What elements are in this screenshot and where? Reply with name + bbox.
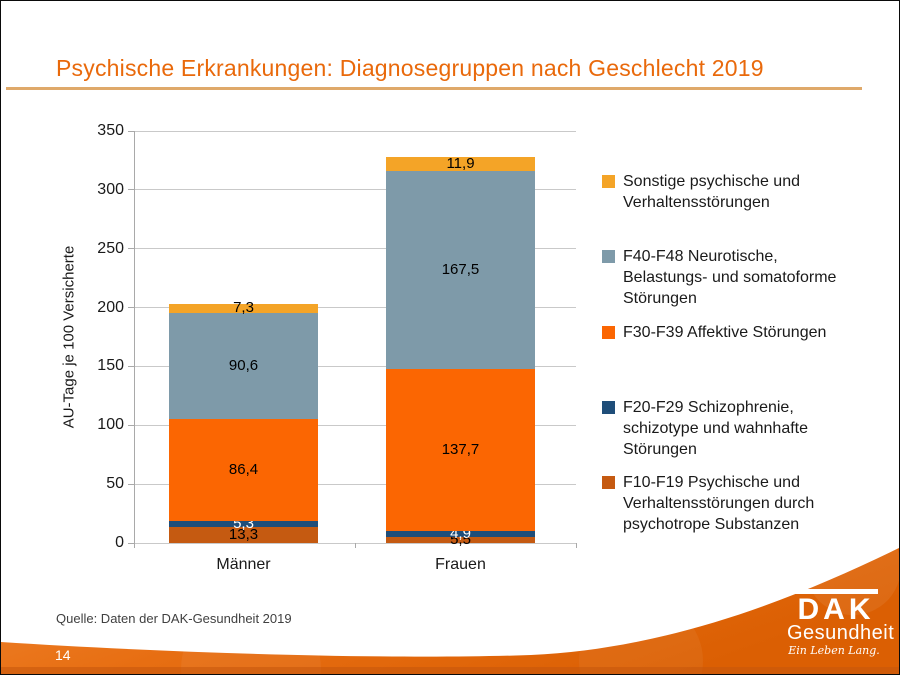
bar-segment — [169, 304, 318, 313]
bar-segment — [169, 312, 318, 420]
bar-segment-value-label: 11,9 — [446, 155, 475, 173]
bar-segment — [386, 530, 535, 537]
y-axis-tick — [128, 424, 134, 426]
bar-segment-value-label: 86,4 — [228, 461, 259, 479]
swoosh-highlight-circle — [181, 599, 321, 674]
y-axis-tick-label: 100 — [97, 416, 124, 434]
legend-swatch — [602, 175, 615, 188]
gridline — [134, 189, 576, 191]
legend-item: Sonstige psychische und Verhaltensstörung… — [602, 171, 800, 213]
x-axis-category-label: Männer — [216, 556, 271, 573]
legend-item: F30-F39 Affektive Störungen — [602, 322, 826, 343]
gridline — [134, 483, 576, 485]
legend-item: F40-F48 Neurotische, Belastungs- und soma… — [602, 246, 836, 309]
y-axis-tick-label: 300 — [97, 180, 124, 198]
source-note: Quelle: Daten der DAK-Gesundheit 2019 — [56, 611, 292, 626]
dak-logo: DAK Gesundheit Ein Leben Lang. — [787, 589, 895, 657]
legend-label: F40-F48 Neurotische, Belastungs- und soma… — [623, 248, 837, 308]
gridline — [134, 307, 576, 309]
y-axis-tick-label: 0 — [115, 534, 124, 551]
bar-segment-value-label: 137,7 — [441, 440, 480, 458]
legend-item: F10-F19 Psychische und Verhaltensstörunge… — [602, 472, 814, 535]
bar-segment — [169, 527, 318, 543]
legend-swatch — [602, 400, 615, 414]
gridline — [134, 130, 576, 132]
y-axis-tick — [128, 307, 134, 309]
page-title: Psychische Erkrankungen: Diagnosegruppen… — [56, 55, 764, 81]
swoosh-shape — [1, 547, 899, 674]
y-axis-line — [133, 131, 135, 543]
legend-swatch — [602, 325, 615, 339]
swoosh-bottom-strip — [1, 667, 899, 674]
gridline — [134, 424, 576, 426]
swoosh-highlight-circle — [579, 599, 703, 674]
y-axis-tick — [128, 130, 134, 132]
x-axis-tick — [133, 543, 135, 548]
y-axis-tick — [128, 365, 134, 367]
bar-segment-value-label: 7,3 — [233, 299, 254, 317]
y-axis-tick — [128, 248, 134, 250]
x-axis-category-label: Frauen — [435, 556, 486, 573]
gridline — [134, 248, 576, 250]
chart-legend: Sonstige psychische und Verhaltensstörung… — [602, 171, 894, 561]
bar-segment — [386, 368, 535, 531]
y-axis-tick-label: 150 — [97, 357, 124, 375]
legend-label: F20-F29 Schizophrenie, schizotype und wah… — [623, 398, 809, 458]
legend-swatch — [602, 250, 615, 264]
y-axis-tick-label: 350 — [97, 122, 124, 139]
bar-segment-value-label: 13,3 — [228, 526, 259, 544]
logo-tagline: Ein Leben Lang. — [788, 644, 880, 657]
title-divider — [6, 87, 862, 90]
y-axis-tick-label: 250 — [97, 239, 124, 257]
logo-top-bar — [790, 589, 878, 594]
y-axis-tick — [128, 189, 134, 191]
x-axis-tick — [354, 543, 356, 548]
gridline — [134, 365, 576, 367]
bar-segment — [386, 157, 535, 172]
legend-item: F20-F29 Schizophrenie, schizotype und wah… — [602, 397, 808, 460]
footer-swoosh-graphic — [1, 547, 899, 674]
legend-swatch — [602, 476, 615, 490]
logo-brand-text: DAK — [797, 593, 875, 626]
legend-label: Sonstige psychische und Verhaltensstörung… — [623, 173, 800, 211]
bar-segment — [169, 419, 318, 522]
legend-label: F10-F19 Psychische und Verhaltensstörunge… — [623, 474, 815, 534]
y-axis-tick-label: 200 — [97, 298, 124, 316]
logo-subtitle: Gesundheit — [787, 622, 895, 644]
bar-segment-value-label: 90,6 — [228, 357, 259, 375]
y-axis-tick — [128, 542, 134, 544]
y-axis-tick-label: 50 — [106, 475, 124, 493]
y-axis-tick — [128, 483, 134, 485]
bar-segment — [169, 521, 318, 528]
y-axis-title: AU-Tage je 100 Versicherte — [60, 245, 78, 429]
page-number: 14 — [55, 647, 71, 663]
legend-label: F30-F39 Affektive Störungen — [623, 323, 827, 341]
x-axis-tick — [575, 543, 577, 548]
bar-segment — [386, 536, 535, 543]
bar-segment-value-label: 167,5 — [441, 261, 480, 279]
bar-segment — [386, 171, 535, 369]
